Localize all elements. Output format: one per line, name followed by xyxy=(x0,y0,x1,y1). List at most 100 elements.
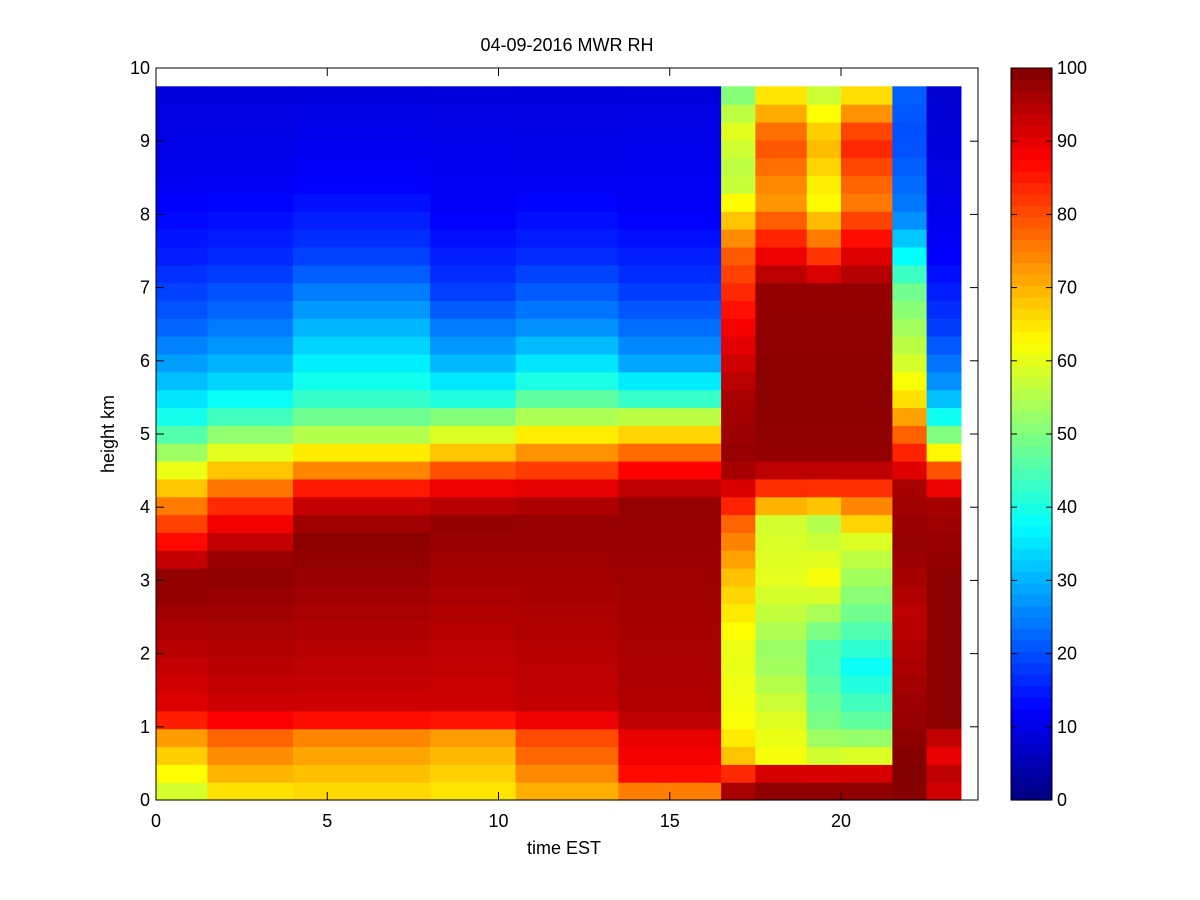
heatmap-cell xyxy=(430,139,517,159)
heatmap-cell xyxy=(841,318,893,337)
heatmap-cell xyxy=(618,389,722,409)
heatmap-cell xyxy=(755,121,808,141)
heatmap-cell xyxy=(806,496,842,516)
heatmap-cell xyxy=(156,585,208,605)
heatmap-cell xyxy=(293,121,431,141)
heatmap-cell xyxy=(515,603,619,623)
heatmap-cell xyxy=(926,568,962,587)
heatmap-cell xyxy=(430,460,517,480)
heatmap-cell xyxy=(926,532,962,551)
heatmap-cell xyxy=(755,157,808,177)
heatmap-cell xyxy=(841,478,893,498)
heatmap-cell xyxy=(207,336,294,355)
heatmap-cell xyxy=(721,425,756,444)
heatmap-cell xyxy=(207,175,294,194)
heatmap-cell xyxy=(841,229,893,248)
heatmap-cell xyxy=(618,603,722,623)
heatmap-cell xyxy=(156,764,208,783)
heatmap-cell xyxy=(841,407,893,426)
colorbar-segment xyxy=(1011,788,1052,801)
heatmap-cell xyxy=(293,86,431,105)
heatmap-cell xyxy=(755,86,808,105)
colorbar-segment xyxy=(1011,502,1052,515)
heatmap-cell xyxy=(755,639,808,658)
heatmap-cell xyxy=(430,764,517,783)
heatmap-cell xyxy=(515,782,619,801)
colorbar-tick-label: 90 xyxy=(1057,131,1077,151)
colorbar-segment xyxy=(1011,548,1052,561)
heatmap-cell xyxy=(293,568,431,587)
heatmap-cell xyxy=(618,478,722,498)
heatmap-cell xyxy=(430,532,517,551)
heatmap-cell xyxy=(806,782,842,801)
colorbar-segment xyxy=(1011,388,1052,401)
heatmap-cell xyxy=(430,568,517,587)
heatmap-cell xyxy=(892,496,928,516)
heatmap-cell xyxy=(926,675,962,694)
heatmap-cell xyxy=(806,211,842,230)
heatmap-cell xyxy=(806,300,842,319)
heatmap-cell xyxy=(515,175,619,194)
heatmap-cell xyxy=(806,336,842,355)
heatmap-cell xyxy=(430,514,517,533)
heatmap-cell xyxy=(892,710,928,730)
heatmap-cell xyxy=(515,639,619,658)
heatmap-cell xyxy=(926,514,962,533)
heatmap-cell xyxy=(430,425,517,444)
heatmap-cell xyxy=(806,692,842,712)
heatmap-cell xyxy=(755,443,808,462)
heatmap-cell xyxy=(293,193,431,212)
heatmap-cell xyxy=(430,728,517,748)
heatmap-cell xyxy=(293,425,431,444)
heatmap-cell xyxy=(841,86,893,105)
heatmap-cell xyxy=(618,550,722,569)
heatmap-cell xyxy=(207,389,294,409)
x-tick-label: 20 xyxy=(831,811,851,831)
y-tick-label: 4 xyxy=(140,497,150,517)
heatmap-cell xyxy=(207,746,294,765)
heatmap-cell xyxy=(841,532,893,551)
heatmap-cell xyxy=(755,353,808,373)
heatmap-cell xyxy=(841,639,893,658)
colorbar-tick-label: 40 xyxy=(1057,497,1077,517)
heatmap-cell xyxy=(892,193,928,212)
heatmap-cell xyxy=(755,175,808,194)
heatmap-cell xyxy=(515,246,619,266)
heatmap-cell xyxy=(892,175,928,194)
heatmap-cell xyxy=(755,710,808,730)
heatmap-cell xyxy=(293,478,431,498)
heatmap-cell xyxy=(430,157,517,177)
heatmap-cell xyxy=(618,460,722,480)
y-axis-label: height km xyxy=(98,395,118,473)
heatmap-cell xyxy=(806,264,842,284)
heatmap-cell xyxy=(156,86,208,105)
heatmap-cell xyxy=(892,621,928,641)
heatmap-cell xyxy=(156,389,208,409)
heatmap-cell xyxy=(926,229,962,248)
heatmap-cell xyxy=(293,300,431,319)
colorbar-segment xyxy=(1011,731,1052,744)
heatmap-cell xyxy=(515,460,619,480)
heatmap-cell xyxy=(430,264,517,284)
heatmap-cell xyxy=(892,603,928,623)
heatmap-cell xyxy=(806,139,842,159)
heatmap-cell xyxy=(207,514,294,533)
heatmap-cell xyxy=(156,710,208,730)
y-tick-label: 0 xyxy=(140,790,150,810)
heatmap-cell xyxy=(207,496,294,516)
y-tick-label: 5 xyxy=(140,424,150,444)
heatmap-cell xyxy=(430,104,517,123)
heatmap-cell xyxy=(926,407,962,426)
heatmap-cell xyxy=(841,496,893,516)
heatmap-cell xyxy=(207,318,294,337)
heatmap-cell xyxy=(618,728,722,748)
heatmap-cell xyxy=(156,175,208,194)
heatmap-cell xyxy=(293,139,431,159)
heatmap-cell xyxy=(430,407,517,426)
colorbar-segment xyxy=(1011,628,1052,641)
heatmap-cell xyxy=(515,728,619,748)
heatmap-cell xyxy=(721,175,756,194)
heatmap-cell xyxy=(430,371,517,391)
heatmap-cell xyxy=(892,104,928,123)
colorbar-segment xyxy=(1011,582,1052,595)
